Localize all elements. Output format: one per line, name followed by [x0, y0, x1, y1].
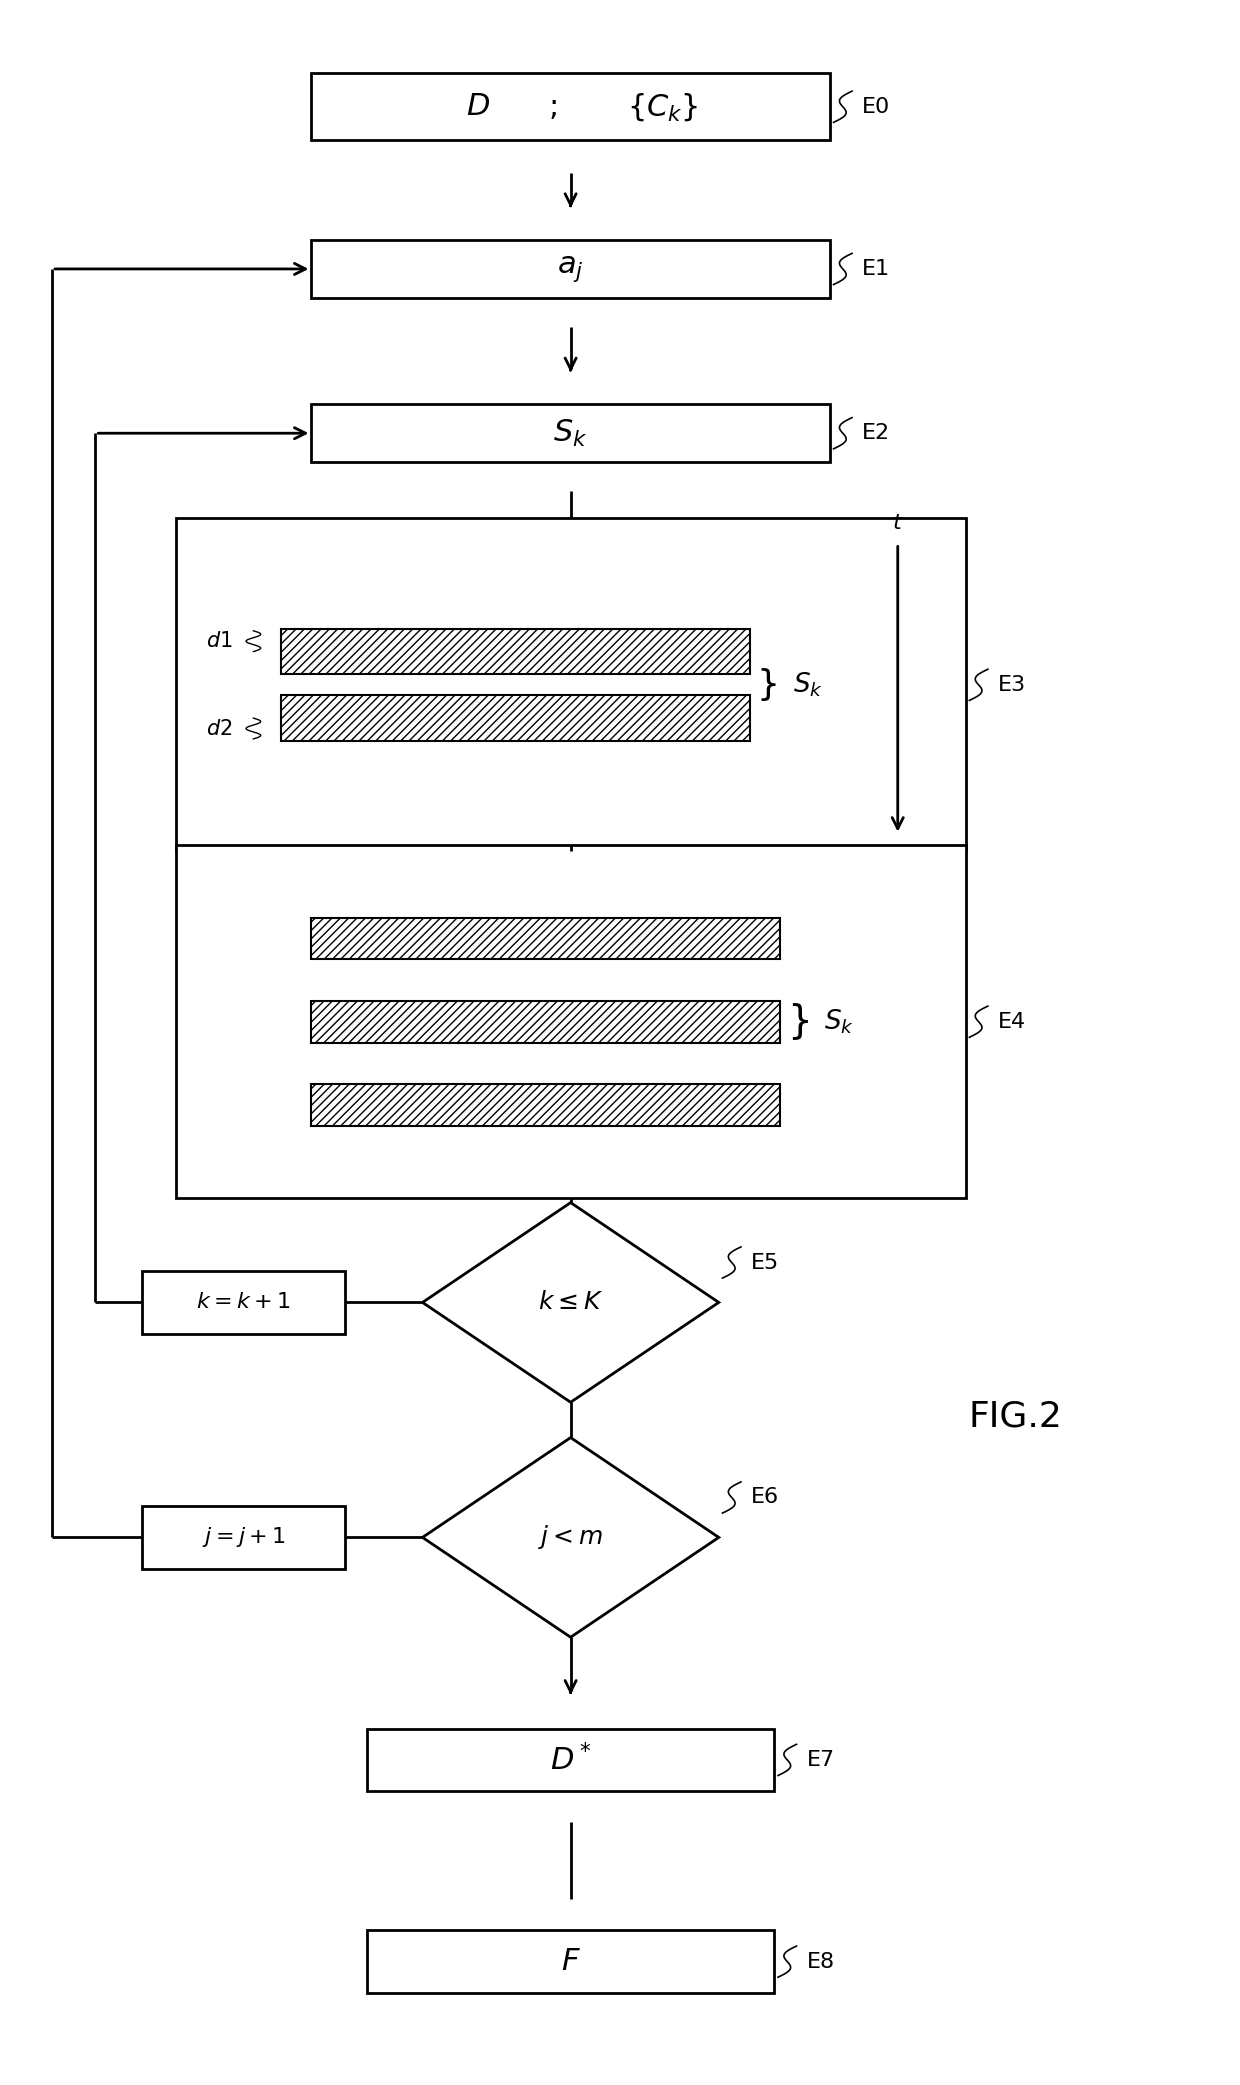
Text: E8: E8 — [806, 1952, 835, 1972]
Polygon shape — [423, 1203, 719, 1403]
Text: $D^*$: $D^*$ — [549, 1743, 591, 1776]
Text: $S_k$: $S_k$ — [553, 417, 588, 448]
Text: $t$: $t$ — [892, 513, 904, 532]
Polygon shape — [311, 1001, 780, 1042]
Text: FIG.2: FIG.2 — [968, 1399, 1061, 1434]
Text: $d2$: $d2$ — [207, 719, 233, 738]
Polygon shape — [367, 1728, 774, 1791]
Text: E6: E6 — [751, 1487, 779, 1507]
Text: E2: E2 — [862, 423, 890, 444]
Polygon shape — [141, 1505, 345, 1568]
Text: $D$: $D$ — [466, 92, 490, 121]
Text: E1: E1 — [862, 259, 890, 279]
Polygon shape — [311, 73, 830, 140]
Polygon shape — [423, 1437, 719, 1637]
Text: $j = j + 1$: $j = j + 1$ — [202, 1526, 285, 1549]
Polygon shape — [176, 844, 966, 1199]
Text: E0: E0 — [862, 96, 890, 117]
Text: E7: E7 — [806, 1749, 835, 1770]
Polygon shape — [141, 1272, 345, 1334]
Text: $k = k + 1$: $k = k + 1$ — [196, 1293, 290, 1311]
Text: E5: E5 — [751, 1253, 779, 1272]
Polygon shape — [311, 1084, 780, 1126]
Text: $k \leq K$: $k \leq K$ — [538, 1291, 603, 1314]
Polygon shape — [367, 1931, 774, 1993]
Polygon shape — [280, 630, 750, 673]
Text: $\}$: $\}$ — [786, 1001, 808, 1042]
Text: $j < m$: $j < m$ — [538, 1524, 603, 1551]
Text: E4: E4 — [998, 1011, 1025, 1032]
Text: E3: E3 — [998, 676, 1025, 694]
Text: $\}$: $\}$ — [756, 667, 776, 703]
Polygon shape — [176, 519, 966, 851]
Text: $F$: $F$ — [560, 1947, 580, 1977]
Text: $S_k$: $S_k$ — [792, 671, 823, 698]
Text: $S_k$: $S_k$ — [823, 1007, 853, 1036]
Text: $a_j$: $a_j$ — [557, 254, 584, 284]
Text: $\{C_k\}$: $\{C_k\}$ — [627, 92, 699, 123]
Polygon shape — [311, 404, 830, 463]
Polygon shape — [311, 917, 780, 959]
Text: $;$: $;$ — [548, 92, 557, 121]
Text: $d1$: $d1$ — [207, 632, 233, 651]
Polygon shape — [280, 694, 750, 740]
Polygon shape — [311, 240, 830, 298]
